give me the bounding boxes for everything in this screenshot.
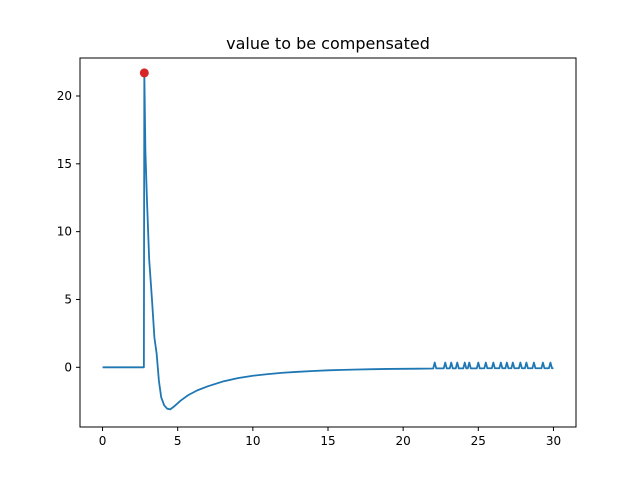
x-tick-label: 0 xyxy=(99,434,107,448)
x-tick-label: 20 xyxy=(396,434,411,448)
y-tick-label: 20 xyxy=(57,89,72,103)
y-tick-label: 0 xyxy=(64,360,72,374)
x-tick-label: 10 xyxy=(245,434,260,448)
series-line-0 xyxy=(102,72,554,411)
y-tick-label: 15 xyxy=(57,157,72,171)
y-tick-label: 5 xyxy=(64,292,72,306)
x-tick-label: 15 xyxy=(320,434,335,448)
y-tick-label: 10 xyxy=(57,225,72,239)
plot-area xyxy=(102,68,554,411)
x-tick-label: 5 xyxy=(174,434,182,448)
axes-frame xyxy=(79,57,577,428)
peak-marker xyxy=(139,68,149,78)
x-tick-label: 30 xyxy=(546,434,561,448)
x-tick-label: 25 xyxy=(471,434,486,448)
chart-title: value to be compensated xyxy=(226,34,430,53)
axes: 0 5 10 15 20 25 30 0 5 10 15 20 xyxy=(57,57,577,448)
